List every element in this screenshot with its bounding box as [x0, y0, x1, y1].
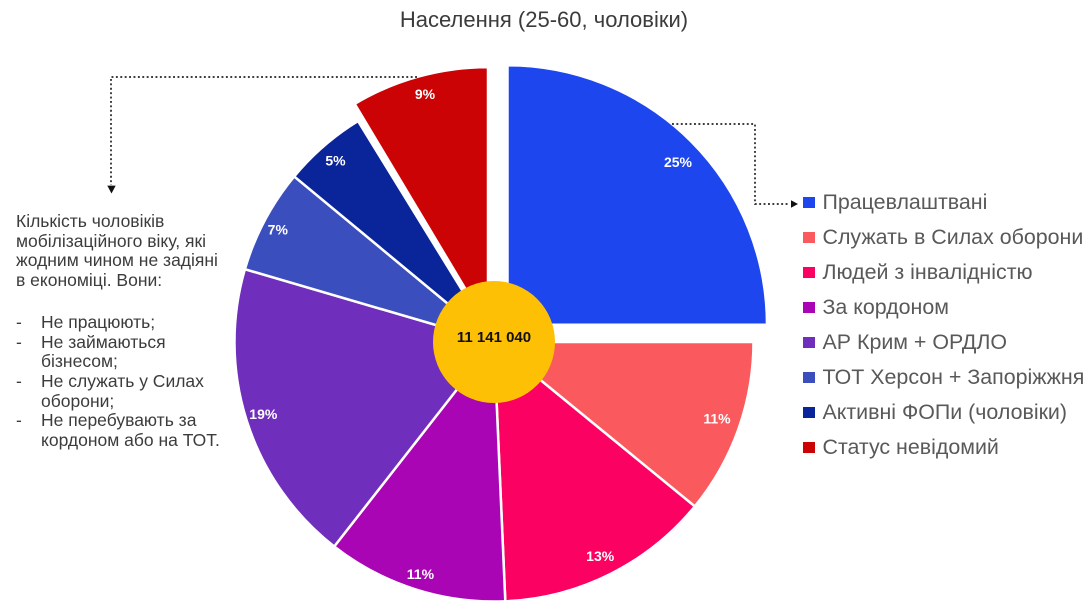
svg-text:11 141 040: 11 141 040 [457, 329, 531, 346]
svg-text:9%: 9% [415, 86, 436, 102]
svg-text:13%: 13% [586, 548, 615, 564]
svg-text:19%: 19% [249, 406, 278, 422]
svg-text:5%: 5% [325, 153, 346, 169]
svg-text:11%: 11% [703, 410, 731, 426]
svg-text:25%: 25% [664, 154, 693, 170]
svg-text:11%: 11% [407, 566, 435, 582]
svg-text:7%: 7% [268, 222, 289, 238]
